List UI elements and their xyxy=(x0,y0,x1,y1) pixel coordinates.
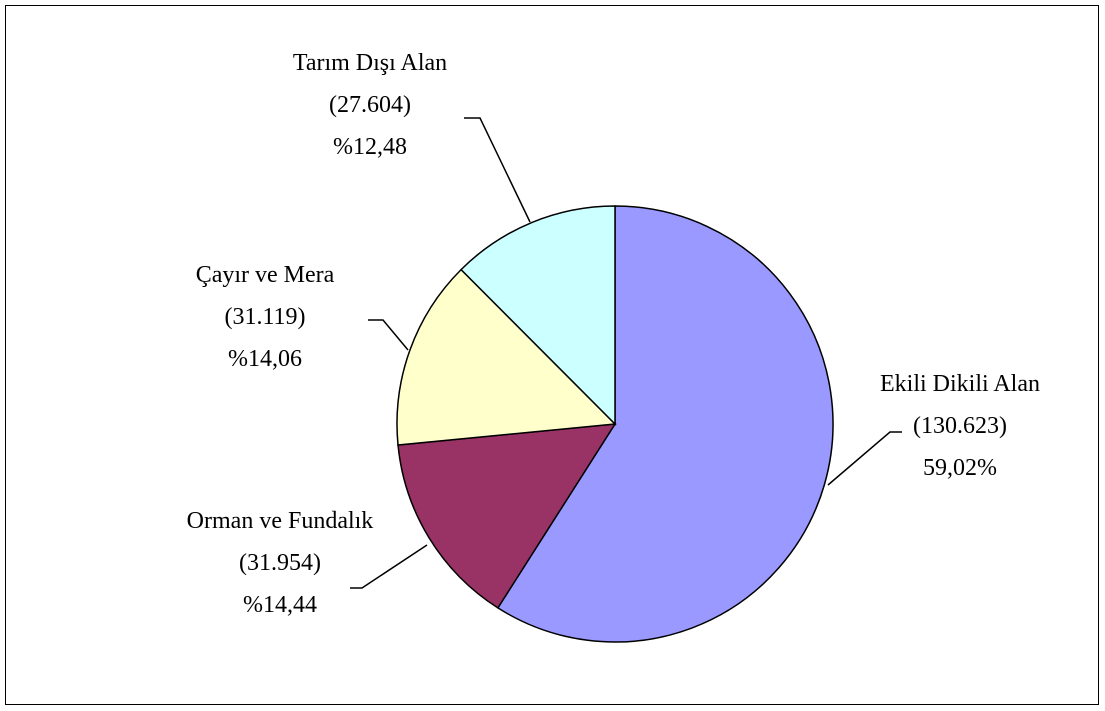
slice-label: %14,44 xyxy=(243,592,317,618)
pie-slice xyxy=(496,205,834,643)
slice-label: %12,48 xyxy=(333,134,407,160)
pie-slice xyxy=(396,268,617,446)
slice-label: Tarım Dışı Alan xyxy=(293,50,447,76)
slice-label: Çayır ve Mera xyxy=(196,262,335,288)
slice-label: (31.119) xyxy=(224,304,305,330)
leader-line xyxy=(827,431,902,486)
pie-slice xyxy=(397,423,617,609)
slice-label: 59,02% xyxy=(923,455,997,481)
leader-line xyxy=(368,319,409,351)
leader-line xyxy=(350,544,428,589)
pie-slice xyxy=(460,205,616,426)
slice-label: (130.623) xyxy=(913,413,1007,439)
slice-label: (31.954) xyxy=(239,550,321,576)
leader-line xyxy=(464,117,531,223)
slice-label: (27.604) xyxy=(329,92,411,118)
slice-label: %14,06 xyxy=(228,346,302,372)
slice-label: Ekili Dikili Alan xyxy=(880,371,1040,397)
slice-label: Orman ve Fundalık xyxy=(187,508,374,534)
